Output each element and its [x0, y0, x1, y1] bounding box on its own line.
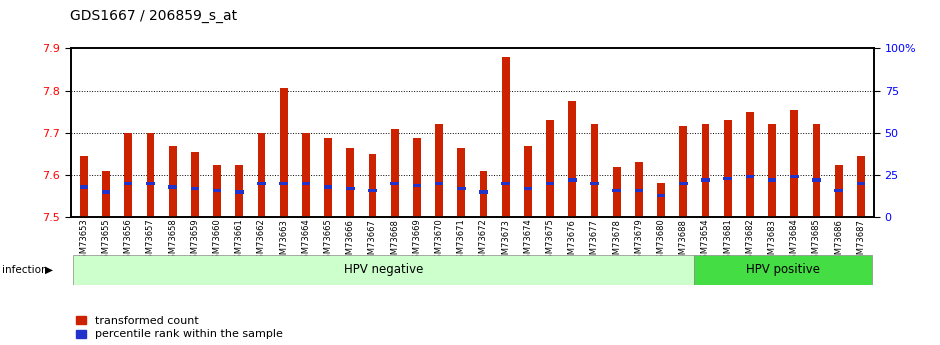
- Bar: [746, 112, 754, 217]
- Bar: [502, 57, 509, 217]
- Bar: [657, 194, 666, 197]
- Bar: [657, 183, 665, 217]
- Bar: [191, 187, 199, 190]
- Bar: [568, 178, 576, 182]
- Bar: [80, 156, 87, 217]
- Bar: [368, 189, 377, 192]
- Bar: [102, 190, 110, 194]
- Bar: [279, 182, 288, 185]
- Bar: [169, 146, 177, 217]
- Bar: [790, 175, 799, 178]
- Bar: [856, 182, 865, 185]
- Bar: [590, 125, 599, 217]
- Bar: [435, 182, 444, 185]
- Bar: [635, 162, 643, 217]
- Bar: [80, 185, 88, 189]
- Bar: [812, 178, 821, 182]
- Bar: [258, 133, 265, 217]
- Bar: [546, 182, 555, 185]
- Text: infection: infection: [2, 265, 48, 275]
- Bar: [235, 165, 243, 217]
- Bar: [590, 182, 599, 185]
- Bar: [458, 148, 465, 217]
- Bar: [768, 125, 775, 217]
- Bar: [413, 184, 421, 187]
- Text: ▶: ▶: [45, 265, 54, 275]
- Bar: [302, 133, 309, 217]
- Bar: [701, 125, 710, 217]
- Bar: [213, 165, 221, 217]
- Bar: [235, 190, 243, 194]
- Text: HPV positive: HPV positive: [746, 264, 821, 276]
- Bar: [280, 88, 288, 217]
- Bar: [72, 255, 695, 285]
- Bar: [524, 146, 532, 217]
- Bar: [724, 177, 732, 180]
- Bar: [569, 101, 576, 217]
- Bar: [768, 178, 776, 182]
- Bar: [457, 187, 465, 190]
- Bar: [791, 110, 798, 217]
- Bar: [368, 154, 376, 217]
- Bar: [695, 255, 872, 285]
- Bar: [346, 148, 354, 217]
- Bar: [524, 187, 532, 190]
- Bar: [745, 175, 754, 178]
- Bar: [413, 138, 421, 217]
- Bar: [212, 189, 221, 192]
- Bar: [146, 182, 155, 185]
- Bar: [680, 127, 687, 217]
- Bar: [501, 182, 509, 185]
- Bar: [391, 129, 399, 217]
- Bar: [390, 182, 399, 185]
- Bar: [835, 189, 843, 192]
- Bar: [612, 189, 621, 192]
- Bar: [191, 152, 198, 217]
- Bar: [102, 171, 110, 217]
- Bar: [302, 182, 310, 185]
- Bar: [479, 171, 487, 217]
- Text: HPV negative: HPV negative: [344, 264, 423, 276]
- Text: GDS1667 / 206859_s_at: GDS1667 / 206859_s_at: [70, 9, 238, 23]
- Bar: [124, 133, 133, 217]
- Bar: [323, 185, 333, 189]
- Bar: [724, 120, 731, 217]
- Legend: transformed count, percentile rank within the sample: transformed count, percentile rank withi…: [76, 316, 283, 339]
- Bar: [147, 133, 154, 217]
- Bar: [435, 125, 443, 217]
- Bar: [634, 189, 643, 192]
- Bar: [479, 190, 488, 194]
- Bar: [324, 138, 332, 217]
- Bar: [679, 182, 687, 185]
- Bar: [546, 120, 554, 217]
- Bar: [258, 182, 266, 185]
- Bar: [812, 125, 821, 217]
- Bar: [701, 178, 710, 182]
- Bar: [857, 156, 865, 217]
- Bar: [346, 187, 354, 190]
- Bar: [835, 165, 842, 217]
- Bar: [168, 185, 177, 189]
- Bar: [613, 167, 620, 217]
- Bar: [124, 182, 133, 185]
